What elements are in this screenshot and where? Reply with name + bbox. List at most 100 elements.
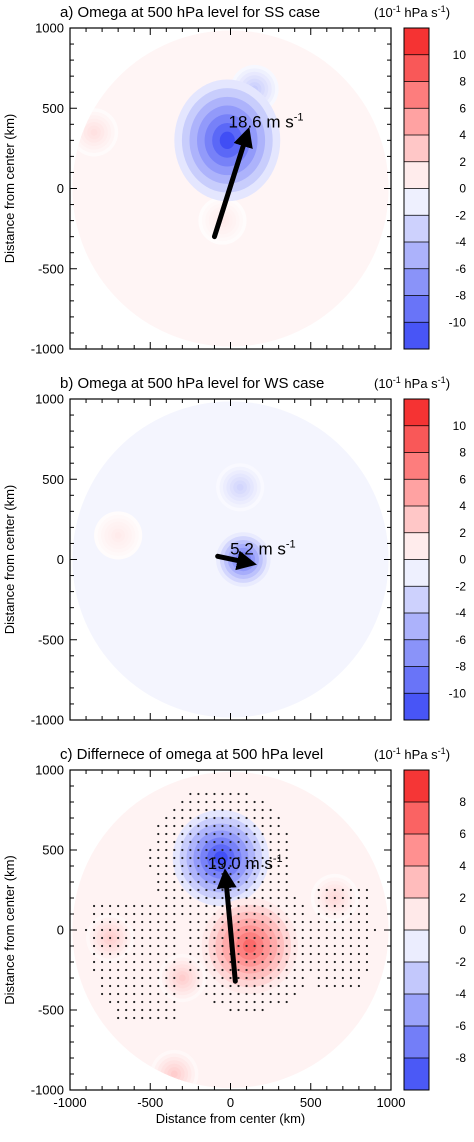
- stipple-dot: [173, 976, 176, 980]
- positive-region: [90, 128, 98, 136]
- stipple-dot: [357, 888, 360, 892]
- stipple-dot: [237, 992, 240, 996]
- stipple-dot: [253, 896, 256, 900]
- stipple-dot: [101, 968, 104, 972]
- stipple-dot: [125, 976, 128, 980]
- stipple-dot: [269, 936, 272, 940]
- colorbar-unit: (10-1 hPa s-1): [374, 375, 450, 391]
- stipple-dot: [205, 936, 208, 940]
- stipple-dot: [349, 944, 352, 948]
- stipple-dot: [253, 1000, 256, 1004]
- colorbar-segment: [404, 639, 429, 667]
- stipple-dot: [141, 944, 144, 948]
- stipple-dot: [285, 952, 288, 956]
- stipple-dot: [189, 960, 192, 964]
- stipple-dot: [245, 840, 248, 844]
- stipple-dot: [213, 912, 216, 916]
- stipple-dot: [197, 816, 200, 820]
- colorbar-segment: [404, 586, 429, 614]
- stipple-dot: [189, 800, 192, 804]
- x-tick-label: 500: [300, 1095, 322, 1110]
- stipple-dot: [245, 872, 248, 876]
- colorbar-segment: [404, 399, 429, 427]
- stipple-dot: [325, 968, 328, 972]
- stipple-dot: [213, 952, 216, 956]
- stipple-dot: [357, 920, 360, 924]
- stipple-dot: [277, 896, 280, 900]
- stipple-dot: [285, 944, 288, 948]
- stipple-dot: [293, 984, 296, 988]
- stipple-dot: [189, 944, 192, 948]
- stipple-dot: [237, 800, 240, 804]
- stipple-dot: [173, 888, 176, 892]
- stipple-dot: [133, 1008, 136, 1012]
- stipple-dot: [165, 856, 168, 860]
- stipple-dot: [173, 904, 176, 908]
- stipple-dot: [157, 1016, 160, 1020]
- stipple-dot: [333, 952, 336, 956]
- stipple-dot: [213, 984, 216, 988]
- stipple-dot: [285, 920, 288, 924]
- stipple-dot: [221, 856, 224, 860]
- stipple-dot: [197, 944, 200, 948]
- stipple-dot: [325, 936, 328, 940]
- stipple-dot: [133, 1016, 136, 1020]
- stipple-dot: [205, 864, 208, 868]
- stipple-dot: [245, 808, 248, 812]
- stipple-dot: [253, 824, 256, 828]
- stipple-dot: [221, 960, 224, 964]
- stipple-dot: [173, 848, 176, 852]
- colorbar-segment: [404, 693, 429, 721]
- positive-region: [114, 531, 122, 539]
- colorbar-segment: [404, 559, 429, 587]
- stipple-dot: [333, 936, 336, 940]
- stipple-dot: [285, 896, 288, 900]
- stipple-dot: [213, 880, 216, 884]
- stipple-dot: [253, 968, 256, 972]
- stipple-dot: [341, 912, 344, 916]
- stipple-dot: [293, 960, 296, 964]
- colorbar-tick-label: 4: [459, 128, 466, 142]
- stipple-dot: [157, 984, 160, 988]
- stipple-dot: [285, 912, 288, 916]
- stipple-dot: [365, 960, 369, 964]
- stipple-dot: [221, 912, 224, 916]
- stipple-dot: [277, 944, 280, 948]
- stipple-dot: [261, 1000, 264, 1004]
- stipple-dot: [245, 936, 248, 940]
- stipple-dot: [157, 840, 160, 844]
- colorbar-tick-label: -6: [455, 1019, 466, 1033]
- stipple-dot: [92, 944, 96, 948]
- colorbar-tick-label: -8: [455, 289, 466, 303]
- stipple-dot: [277, 936, 280, 940]
- stipple-dot: [141, 1000, 144, 1004]
- stipple-dot: [221, 928, 224, 932]
- y-tick-label: -1000: [31, 713, 64, 728]
- stipple-dot: [341, 968, 344, 972]
- stipple-dot: [261, 816, 264, 820]
- stipple-dot: [285, 880, 288, 884]
- stipple-dot: [213, 976, 216, 980]
- stipple-dot: [341, 904, 344, 908]
- stipple-dot: [229, 984, 232, 988]
- stipple-dot: [229, 816, 232, 820]
- stipple-dot: [173, 960, 176, 964]
- stipple-dot: [253, 960, 256, 964]
- stipple-dot: [317, 888, 320, 892]
- stipple-dot: [205, 824, 208, 828]
- stipple-dot: [173, 856, 176, 860]
- stipple-dot: [349, 984, 352, 988]
- stipple-dot: [221, 976, 224, 980]
- stipple-dot: [317, 976, 320, 980]
- stipple-dot: [237, 888, 240, 892]
- stipple-dot: [277, 992, 280, 996]
- y-axis-label: Distance from center (km): [2, 855, 17, 1005]
- stipple-dot: [261, 928, 264, 932]
- stipple-dot: [277, 904, 280, 908]
- stipple-dot: [341, 936, 344, 940]
- colorbar-segment: [404, 28, 429, 56]
- stipple-dot: [261, 904, 264, 908]
- stipple-dot: [197, 888, 200, 892]
- stipple-dot: [149, 1008, 152, 1012]
- stipple-dot: [221, 896, 224, 900]
